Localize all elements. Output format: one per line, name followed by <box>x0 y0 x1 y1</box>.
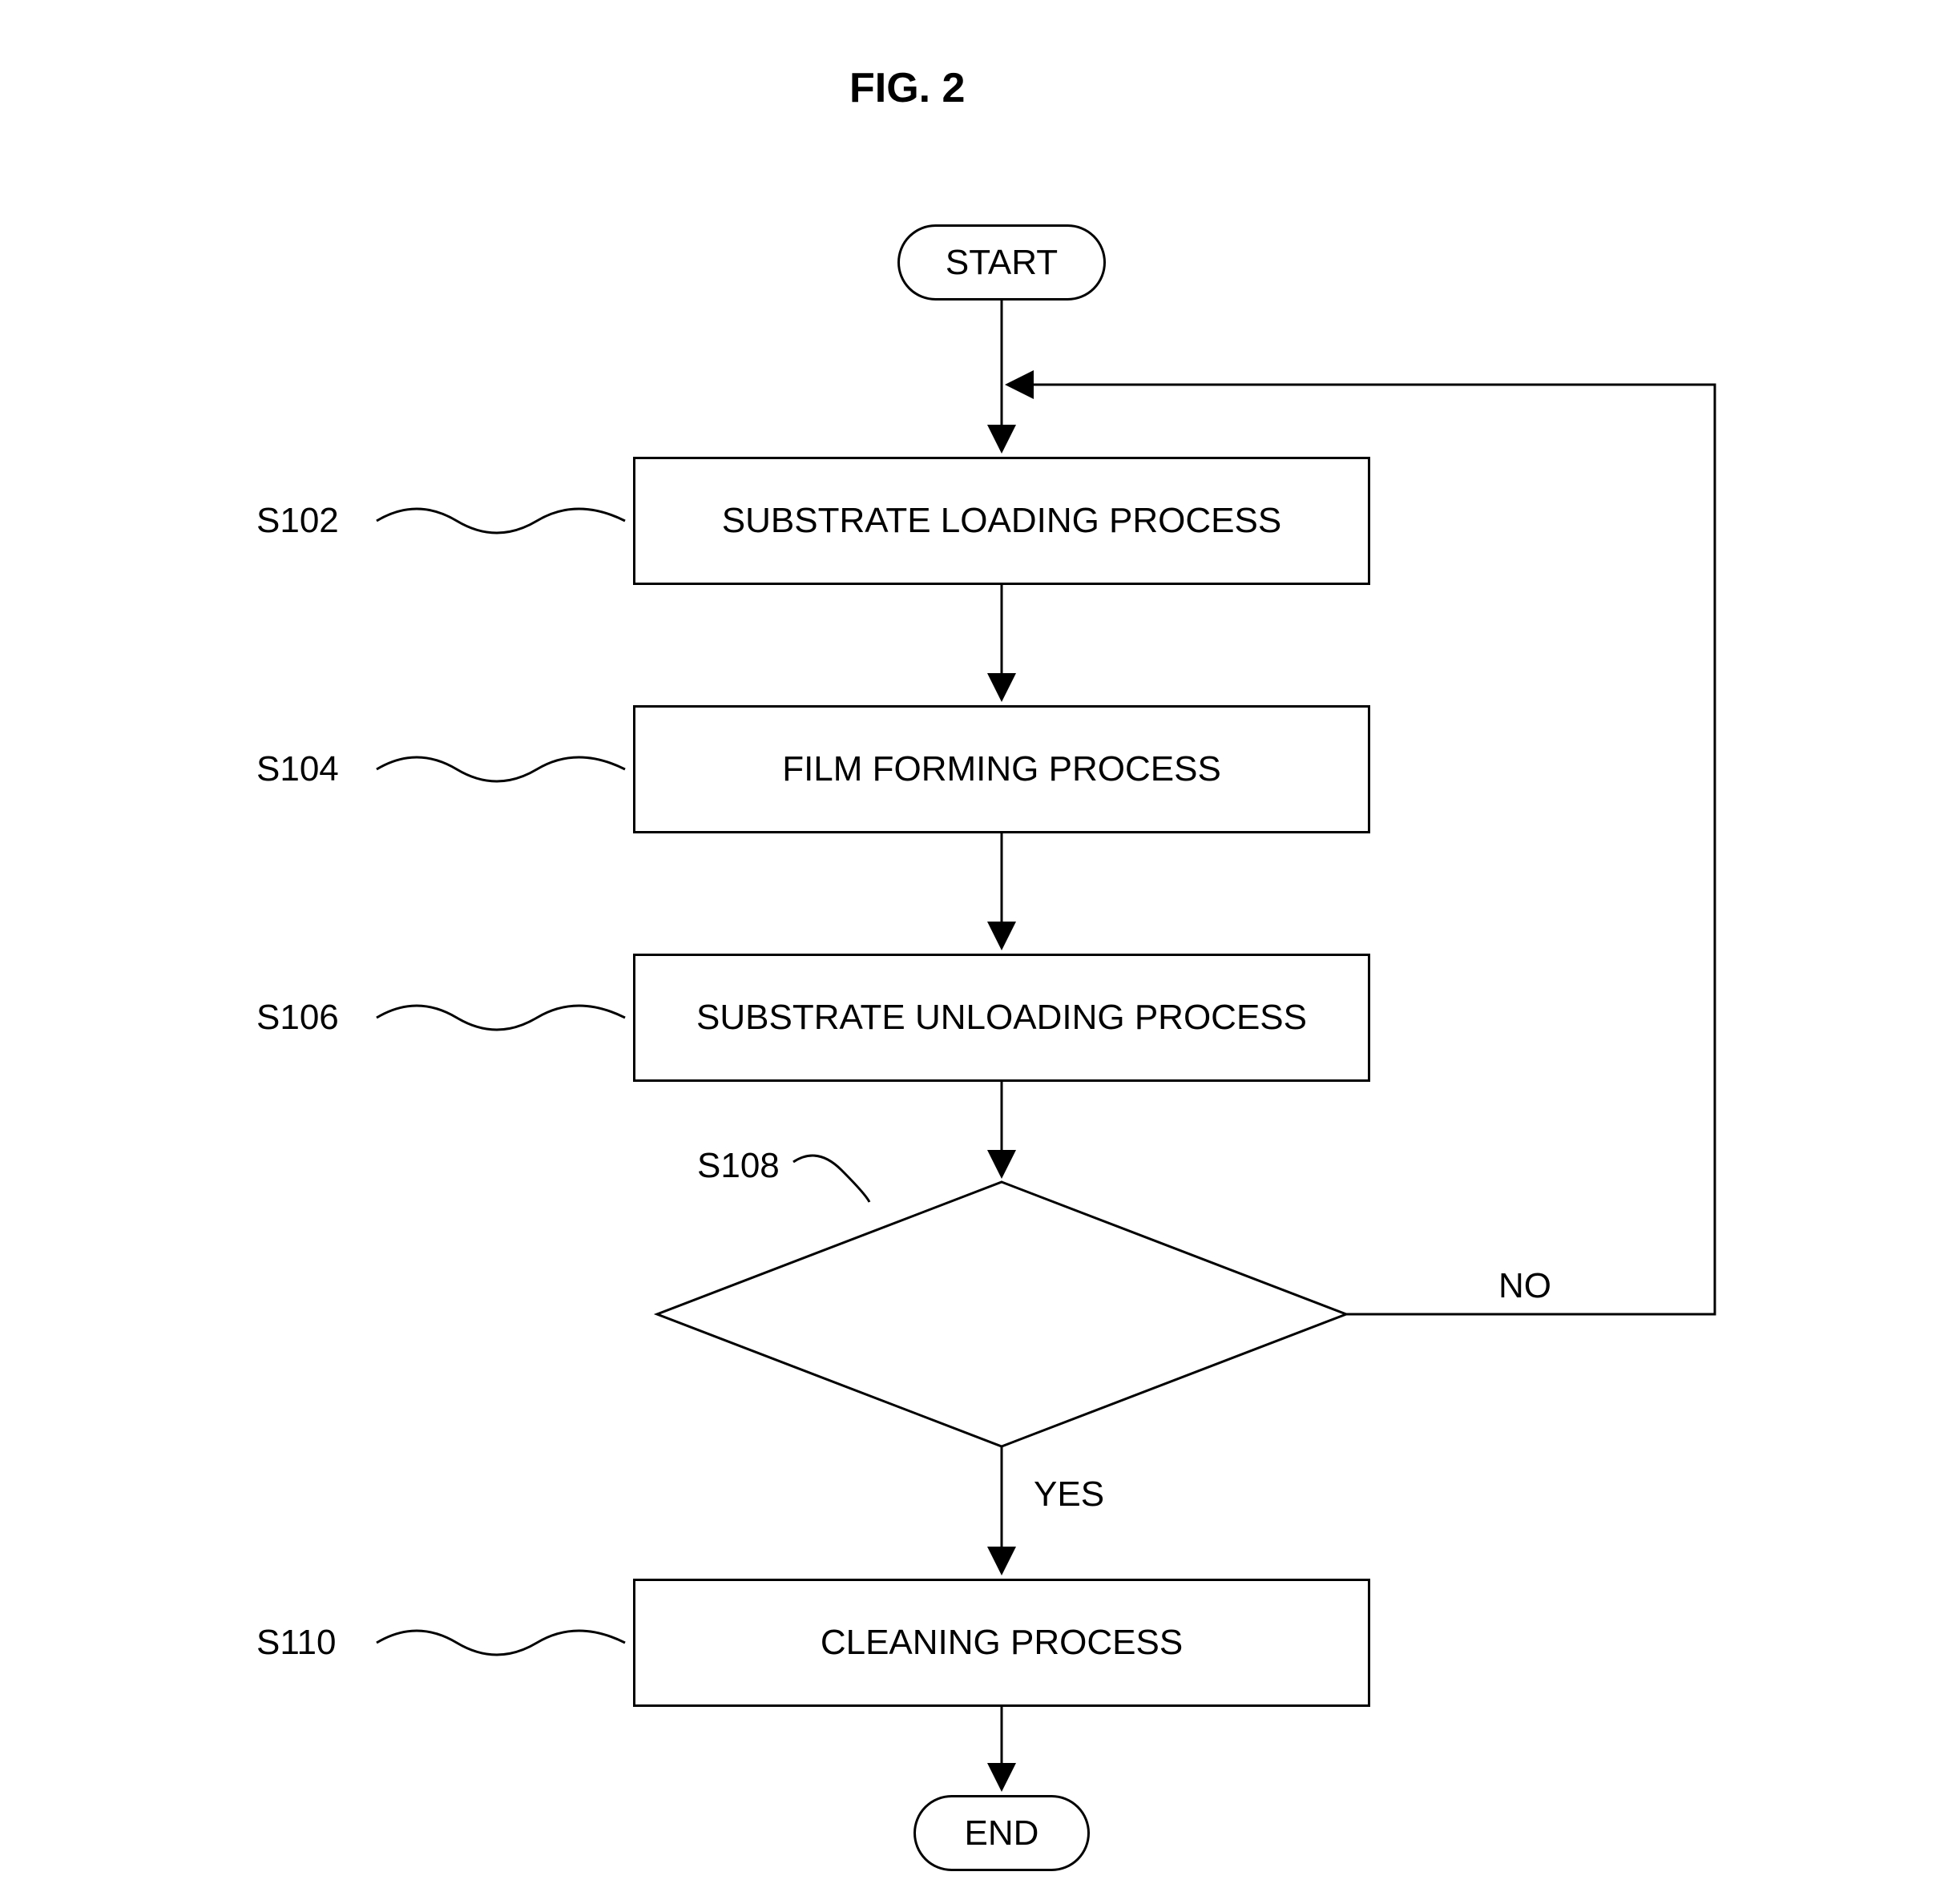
edge-label-no: NO <box>1498 1266 1551 1306</box>
process-s110: CLEANING PROCESS <box>633 1579 1370 1707</box>
s104-label: FILM FORMING PROCESS <box>782 749 1221 789</box>
s108-line1: PREDETERMINED <box>817 1274 1186 1318</box>
start-node: START <box>897 224 1106 301</box>
step-label-s104: S104 <box>256 749 339 789</box>
step-label-s108: S108 <box>697 1146 780 1186</box>
step-label-s102: S102 <box>256 501 339 541</box>
step-label-s106: S106 <box>256 998 339 1038</box>
start-label: START <box>946 243 1058 283</box>
s106-label: SUBSTRATE UNLOADING PROCESS <box>696 998 1307 1038</box>
s110-label: CLEANING PROCESS <box>821 1623 1183 1663</box>
squiggle-s110 <box>377 1631 625 1655</box>
end-label: END <box>965 1813 1039 1854</box>
squiggle-s102 <box>377 509 625 533</box>
figure-title: FIG. 2 <box>849 64 965 112</box>
squiggle-s108 <box>793 1156 869 1202</box>
edge-label-yes: YES <box>1034 1474 1104 1515</box>
s108-line2: NUMBER OF TIMES? <box>817 1318 1186 1362</box>
s102-label: SUBSTRATE LOADING PROCESS <box>722 501 1281 541</box>
process-s102: SUBSTRATE LOADING PROCESS <box>633 457 1370 585</box>
squiggle-s104 <box>377 757 625 781</box>
step-label-s110: S110 <box>256 1623 337 1663</box>
process-s104: FILM FORMING PROCESS <box>633 705 1370 833</box>
end-node: END <box>913 1795 1090 1871</box>
decision-s108-text: PREDETERMINED NUMBER OF TIMES? <box>817 1274 1186 1362</box>
process-s106: SUBSTRATE UNLOADING PROCESS <box>633 954 1370 1082</box>
squiggle-s106 <box>377 1006 625 1030</box>
